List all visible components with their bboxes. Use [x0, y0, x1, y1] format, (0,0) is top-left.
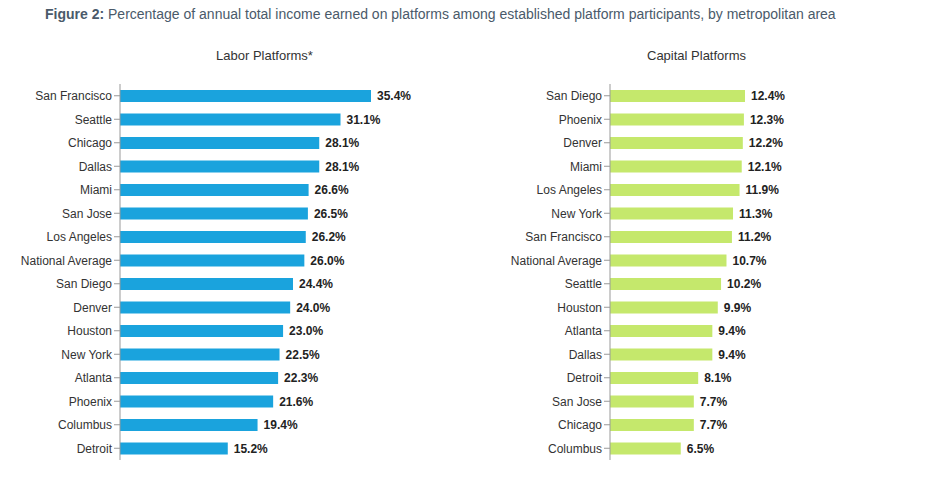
html-text:Capital Platforms: Capital Platforms: [647, 48, 746, 63]
svg-text:11.3%: 11.3%: [739, 207, 773, 221]
svg-text:22.5%: 22.5%: [286, 348, 320, 362]
svg-text:10.2%: 10.2%: [727, 277, 761, 291]
svg-text:Houston: Houston: [67, 324, 112, 338]
svg-text:San Francisco: San Francisco: [35, 89, 112, 103]
svg-text:24.4%: 24.4%: [299, 277, 333, 291]
svg-text:Miami: Miami: [80, 183, 112, 197]
svg-text:Seattle: Seattle: [75, 113, 113, 127]
svg-text:8.1%: 8.1%: [704, 371, 732, 385]
svg-text:12.3%: 12.3%: [750, 113, 784, 127]
svg-text:12.4%: 12.4%: [751, 89, 785, 103]
svg-text:Columbus: Columbus: [548, 442, 602, 456]
svg-text:San Jose: San Jose: [62, 207, 112, 221]
svg-text:New York: New York: [551, 207, 603, 221]
svg-text:Denver: Denver: [563, 136, 602, 150]
svg-text:12.2%: 12.2%: [749, 136, 783, 150]
html-text:Figure 2: Percentage of annual: Figure 2: Percentage of annual total inc…: [45, 6, 836, 22]
svg-text:Phoenix: Phoenix: [69, 395, 112, 409]
svg-text:28.1%: 28.1%: [325, 160, 359, 174]
svg-text:11.2%: 11.2%: [738, 230, 772, 244]
svg-text:9.4%: 9.4%: [718, 348, 746, 362]
svg-text:Dallas: Dallas: [569, 348, 602, 362]
svg-text:New York: New York: [61, 348, 113, 362]
svg-text:Seattle: Seattle: [565, 277, 603, 291]
svg-text:22.3%: 22.3%: [284, 371, 318, 385]
svg-text:19.4%: 19.4%: [264, 418, 298, 432]
svg-text:Detroit: Detroit: [567, 371, 603, 385]
svg-text:31.1%: 31.1%: [347, 113, 381, 127]
svg-text:26.5%: 26.5%: [314, 207, 348, 221]
svg-text:7.7%: 7.7%: [700, 418, 728, 432]
svg-text:12.1%: 12.1%: [748, 160, 782, 174]
svg-text:Houston: Houston: [557, 301, 602, 315]
svg-text:9.4%: 9.4%: [718, 324, 746, 338]
svg-text:Detroit: Detroit: [77, 442, 113, 456]
svg-text:10.7%: 10.7%: [732, 254, 766, 268]
svg-text:Columbus: Columbus: [58, 418, 112, 432]
svg-text:9.9%: 9.9%: [724, 301, 752, 315]
svg-text:National Average: National Average: [511, 254, 603, 268]
svg-text:23.0%: 23.0%: [289, 324, 323, 338]
svg-text:26.0%: 26.0%: [310, 254, 344, 268]
svg-text:Chicago: Chicago: [558, 418, 602, 432]
svg-text:San Diego: San Diego: [546, 89, 602, 103]
svg-text:Chicago: Chicago: [68, 136, 112, 150]
svg-text:Phoenix: Phoenix: [559, 113, 602, 127]
svg-text:Los Angeles: Los Angeles: [47, 230, 112, 244]
svg-text:21.6%: 21.6%: [279, 395, 313, 409]
svg-text:6.5%: 6.5%: [687, 442, 715, 456]
svg-text:San Francisco: San Francisco: [525, 230, 602, 244]
svg-text:24.0%: 24.0%: [296, 301, 330, 315]
html-text:Labor Platforms*: Labor Platforms*: [216, 48, 313, 63]
svg-text:National Average: National Average: [21, 254, 113, 268]
svg-text:15.2%: 15.2%: [234, 442, 268, 456]
svg-text:7.7%: 7.7%: [700, 395, 728, 409]
svg-text:Dallas: Dallas: [79, 160, 112, 174]
svg-text:11.9%: 11.9%: [746, 183, 780, 197]
svg-text:San Jose: San Jose: [552, 395, 602, 409]
svg-text:26.6%: 26.6%: [315, 183, 349, 197]
svg-text:26.2%: 26.2%: [312, 230, 346, 244]
svg-text:28.1%: 28.1%: [325, 136, 359, 150]
svg-text:San Diego: San Diego: [56, 277, 112, 291]
svg-text:Atlanta: Atlanta: [75, 371, 113, 385]
svg-text:Miami: Miami: [570, 160, 602, 174]
svg-text:Los Angeles: Los Angeles: [537, 183, 602, 197]
svg-text:35.4%: 35.4%: [377, 89, 411, 103]
svg-text:Atlanta: Atlanta: [565, 324, 603, 338]
svg-text:Denver: Denver: [73, 301, 112, 315]
